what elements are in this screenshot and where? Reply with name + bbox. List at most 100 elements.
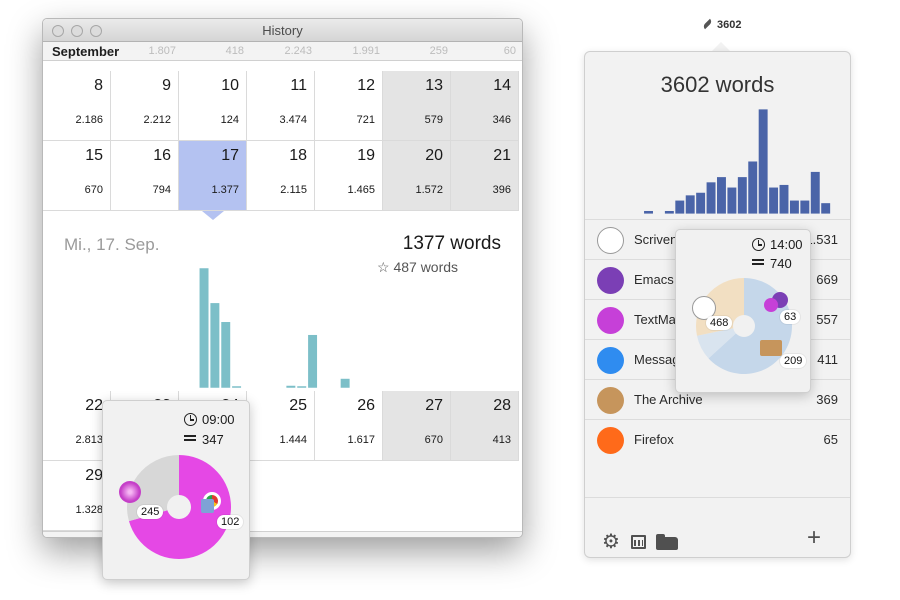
calendar-icon[interactable] bbox=[631, 535, 646, 549]
gear-icon[interactable]: ⚙ bbox=[602, 531, 620, 553]
app-word-count: 557 bbox=[816, 312, 838, 327]
menubar-word-count[interactable]: 3602 bbox=[702, 18, 741, 31]
calendar-day[interactable]: 20 1.572 bbox=[383, 141, 451, 211]
day-number: 25 bbox=[289, 397, 307, 414]
day-word-count: 1.444 bbox=[279, 434, 307, 446]
star-icon: ☆ bbox=[377, 259, 390, 275]
calendar-day[interactable]: 14 346 bbox=[451, 71, 519, 141]
hour-bar[interactable] bbox=[340, 378, 350, 388]
equals-icon bbox=[184, 433, 196, 443]
hour-bar[interactable] bbox=[748, 161, 758, 214]
calendar-day[interactable]: 15 670 bbox=[43, 141, 111, 211]
pie-hole bbox=[167, 495, 191, 519]
hour-bar[interactable] bbox=[737, 177, 747, 214]
day-word-count: 2.813 bbox=[75, 434, 103, 446]
calendar-day[interactable]: 29 1.328 bbox=[43, 461, 111, 531]
hour-bar[interactable] bbox=[810, 171, 820, 214]
hour-bar[interactable] bbox=[221, 322, 231, 388]
day-number: 18 bbox=[289, 147, 307, 164]
hour-bar[interactable] bbox=[210, 303, 220, 388]
panel-hour-popover: 14:00 740 468 63 209 bbox=[675, 229, 811, 393]
day-word-count: 124 bbox=[220, 114, 239, 126]
calendar-day[interactable]: 19 1.465 bbox=[315, 141, 383, 211]
panel-toolbar: ⚙ + bbox=[585, 497, 850, 557]
week-header-row: September 1.807 418 2.243 1.991 259 60 bbox=[43, 42, 522, 61]
calendar-day[interactable]: 26 1.617 bbox=[315, 391, 383, 461]
app-word-count: 411 bbox=[817, 352, 838, 367]
calendar-day[interactable]: 18 2.115 bbox=[247, 141, 315, 211]
panel-hourly-chart bbox=[644, 109, 831, 214]
day-number: 22 bbox=[85, 397, 103, 414]
hour-bar[interactable] bbox=[199, 268, 209, 388]
day-word-count: 2.186 bbox=[75, 114, 103, 126]
calendar-day[interactable]: 9 2.212 bbox=[111, 71, 179, 141]
popover-time: 14:00 bbox=[752, 237, 803, 252]
starred-words: 487 words bbox=[393, 259, 459, 275]
textmate-icon bbox=[764, 298, 778, 312]
hour-bar[interactable] bbox=[717, 177, 726, 214]
hour-bar[interactable] bbox=[727, 187, 737, 214]
close-window-button[interactable] bbox=[52, 25, 64, 37]
calendar-day[interactable]: 17 1.377 bbox=[179, 141, 247, 211]
pie-value: 468 bbox=[706, 316, 733, 330]
day-word-count: 794 bbox=[152, 184, 171, 196]
day-word-count: 346 bbox=[492, 114, 511, 126]
popover-total: 740 bbox=[752, 256, 792, 271]
pie-slice[interactable] bbox=[127, 455, 179, 522]
equals-icon bbox=[752, 257, 764, 267]
day-number: 15 bbox=[85, 147, 103, 164]
title-bar[interactable]: History bbox=[43, 19, 522, 42]
hour-bar[interactable] bbox=[706, 182, 716, 214]
calendar-day[interactable]: 8 2.186 bbox=[43, 71, 111, 141]
calendar-day[interactable]: 27 670 bbox=[383, 391, 451, 461]
hour-bar[interactable] bbox=[675, 200, 685, 214]
hour-bar[interactable] bbox=[664, 210, 674, 214]
hour-bar[interactable] bbox=[286, 385, 296, 388]
calendar-day[interactable]: 10 124 bbox=[179, 71, 247, 141]
day-word-count: 1.465 bbox=[347, 184, 375, 196]
calendar-day[interactable]: 16 794 bbox=[111, 141, 179, 211]
add-button[interactable]: + bbox=[807, 524, 822, 551]
calendar-day[interactable]: 13 579 bbox=[383, 71, 451, 141]
app-word-count: 369 bbox=[816, 392, 838, 407]
hour-bar[interactable] bbox=[685, 195, 695, 214]
detail-date: Mi., 17. Sep. bbox=[64, 235, 160, 254]
hour-bar[interactable] bbox=[800, 200, 810, 214]
calendar-day[interactable]: 25 1.444 bbox=[247, 391, 315, 461]
day-number: 28 bbox=[493, 397, 511, 414]
calendar-day[interactable]: 12 721 bbox=[315, 71, 383, 141]
hour-bar[interactable] bbox=[232, 386, 242, 388]
day-word-count: 2.115 bbox=[280, 184, 307, 196]
app-row[interactable]: Firefox 65 bbox=[585, 419, 850, 459]
day-word-count: 396 bbox=[492, 184, 511, 196]
hour-bar[interactable] bbox=[769, 187, 779, 214]
window-title: History bbox=[262, 23, 303, 38]
hour-bar[interactable] bbox=[297, 386, 307, 388]
day-word-count: 670 bbox=[424, 434, 443, 446]
pie-slice[interactable] bbox=[696, 326, 744, 359]
hour-bar[interactable] bbox=[789, 200, 799, 214]
day-number: 16 bbox=[153, 147, 171, 164]
pie-hole bbox=[733, 315, 755, 337]
app-name: TextMate bbox=[634, 312, 687, 327]
day-number: 10 bbox=[221, 77, 239, 94]
pie-value: 63 bbox=[780, 310, 801, 324]
calendar-day[interactable]: 22 2.813 bbox=[43, 391, 111, 461]
hour-bar[interactable] bbox=[779, 184, 789, 214]
folder-icon[interactable] bbox=[656, 534, 678, 550]
day-word-count: 1.328 bbox=[75, 504, 103, 516]
day-word-count: 579 bbox=[424, 114, 443, 126]
hour-bar[interactable] bbox=[821, 203, 831, 214]
calendar-day[interactable]: 21 396 bbox=[451, 141, 519, 211]
messages-icon bbox=[597, 347, 624, 374]
hour-bar[interactable] bbox=[758, 109, 768, 214]
hour-bar[interactable] bbox=[644, 210, 653, 214]
week-total: 1.807 bbox=[148, 45, 176, 57]
calendar-day[interactable]: 28 413 bbox=[451, 391, 519, 461]
zoom-window-button[interactable] bbox=[90, 25, 102, 37]
calendar-day[interactable]: 11 3.474 bbox=[247, 71, 315, 141]
hour-bar[interactable] bbox=[308, 334, 318, 388]
minimize-window-button[interactable] bbox=[71, 25, 83, 37]
hour-bar[interactable] bbox=[696, 192, 706, 214]
app-name: Emacs bbox=[634, 272, 674, 287]
